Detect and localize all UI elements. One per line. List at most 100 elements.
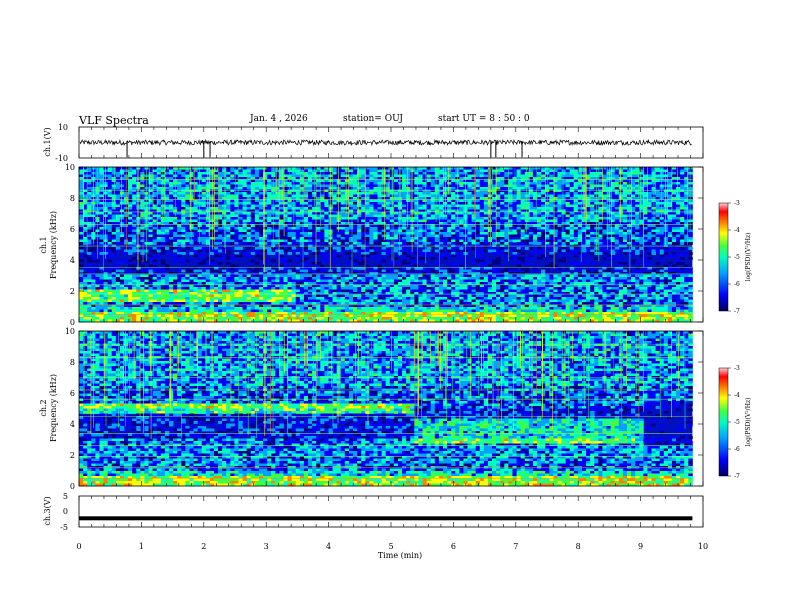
spectrogram-cell <box>197 187 203 190</box>
spectrogram-cell <box>148 174 154 178</box>
spectrogram-cell <box>467 239 472 243</box>
spectrogram-cell <box>496 197 501 200</box>
spectrogram-cell <box>205 209 211 213</box>
spectrogram-cell <box>639 184 644 188</box>
spectrogram-cell <box>79 194 84 198</box>
spectrogram-cell <box>557 202 562 205</box>
spectrogram-cell <box>406 222 411 225</box>
spectrogram-cell <box>267 237 272 240</box>
spectrogram-cell <box>381 222 387 225</box>
spectrogram-cell <box>193 219 198 223</box>
spectrogram-cell <box>263 177 268 180</box>
spectrogram-cell <box>177 199 182 203</box>
spectrogram-cell <box>438 222 444 225</box>
spectrogram-cell <box>213 184 219 188</box>
spectrogram-cell <box>357 189 362 193</box>
spectrogram-cell <box>357 177 362 180</box>
spectrogram-cell <box>671 214 677 218</box>
spectrogram-cell <box>173 184 178 188</box>
spectrogram-cell <box>451 224 456 228</box>
spectrogram-cell <box>438 174 444 178</box>
spectrogram-cell <box>402 172 407 175</box>
spectrogram-cell <box>684 204 689 208</box>
spectrogram-cell <box>320 247 325 250</box>
spectrogram-cell <box>667 187 673 190</box>
spectrogram-cell <box>471 224 477 228</box>
spectrogram-cell <box>430 182 436 185</box>
spectrogram-cell <box>332 202 338 205</box>
spectrogram-cell <box>581 232 587 235</box>
spectrogram-cell <box>275 214 280 218</box>
spectrogram-cell <box>618 187 624 190</box>
spectrogram-cell <box>234 214 239 218</box>
spectrogram-cell <box>185 229 190 233</box>
spectrogram-cell <box>667 194 673 198</box>
spectrogram-cell <box>455 239 460 243</box>
spectrogram-cell <box>671 237 677 240</box>
spectrogram-cell <box>447 234 452 238</box>
spectrogram-cell <box>250 197 256 200</box>
spectrogram-cell <box>377 187 383 190</box>
spectrogram-cell <box>336 192 342 195</box>
spectrogram-cell <box>500 217 505 220</box>
spectrogram-cell <box>659 172 665 175</box>
spectrogram-cell <box>246 179 252 183</box>
spectrogram-cell <box>83 187 88 190</box>
spectrogram-cell <box>635 239 640 243</box>
spectrogram-cell <box>250 222 256 225</box>
spectrogram-cell <box>631 184 636 188</box>
spectrogram-cell <box>402 214 407 218</box>
spectrogram-cell <box>263 232 268 235</box>
spectrogram-cell <box>541 214 546 218</box>
spectrogram-cell <box>688 177 693 180</box>
spectrogram-cell <box>201 189 207 193</box>
spectrogram-cell <box>610 247 616 250</box>
spectrogram-cell <box>246 249 252 253</box>
spectrogram-cell <box>324 177 329 180</box>
spectrogram-cell <box>647 179 652 183</box>
spectrogram-cell <box>83 192 88 195</box>
spectrogram-cell <box>263 229 268 233</box>
spectrogram-cell <box>332 222 338 225</box>
spectrogram-cell <box>610 174 616 178</box>
spectrogram-cell <box>218 174 223 178</box>
spectrogram-cell <box>226 174 231 178</box>
spectrogram-cell <box>434 229 440 233</box>
spectrogram-cell <box>537 199 542 203</box>
spectrogram-cell <box>434 214 440 218</box>
spectrogram-cell <box>238 202 243 205</box>
spectrogram-cell <box>471 214 477 218</box>
spectrogram-cell <box>377 202 383 205</box>
spectrogram-cell <box>185 247 190 250</box>
spectrogram-cell <box>418 182 423 185</box>
spectrogram-cell <box>160 239 166 243</box>
spectrogram-cell <box>479 234 485 238</box>
spectrogram-cell <box>193 232 198 235</box>
spectrogram-cell <box>418 237 423 240</box>
spectrogram-cell <box>177 237 182 240</box>
spectrogram-cell <box>87 194 92 198</box>
spectrogram-cell <box>226 239 231 243</box>
spectrogram-cell <box>569 177 575 180</box>
spectrogram-cell <box>328 229 333 233</box>
spectrogram-cell <box>156 239 162 243</box>
spectrogram-cell <box>320 237 325 240</box>
spectrogram-cell <box>189 199 194 203</box>
spectrogram-cell <box>369 202 374 205</box>
spectrogram-cell <box>348 219 354 223</box>
spectrogram-cell <box>148 214 154 218</box>
spectrogram-cell <box>250 172 256 175</box>
spectrogram-cell <box>598 167 603 170</box>
spectrogram-cell <box>79 199 84 203</box>
spectrogram-cell <box>246 234 252 238</box>
spectrogram-cell <box>148 169 154 173</box>
spectrogram-cell <box>520 222 526 225</box>
spectrogram-cell <box>451 172 456 175</box>
spectrogram-cell <box>136 199 141 203</box>
spectrogram-cell <box>87 234 92 238</box>
spectrogram-cell <box>671 199 677 203</box>
spectrogram-cell <box>336 219 342 223</box>
spectrogram-cell <box>218 192 223 195</box>
spectrogram-cell <box>410 234 415 238</box>
spectrogram-cell <box>144 249 149 253</box>
